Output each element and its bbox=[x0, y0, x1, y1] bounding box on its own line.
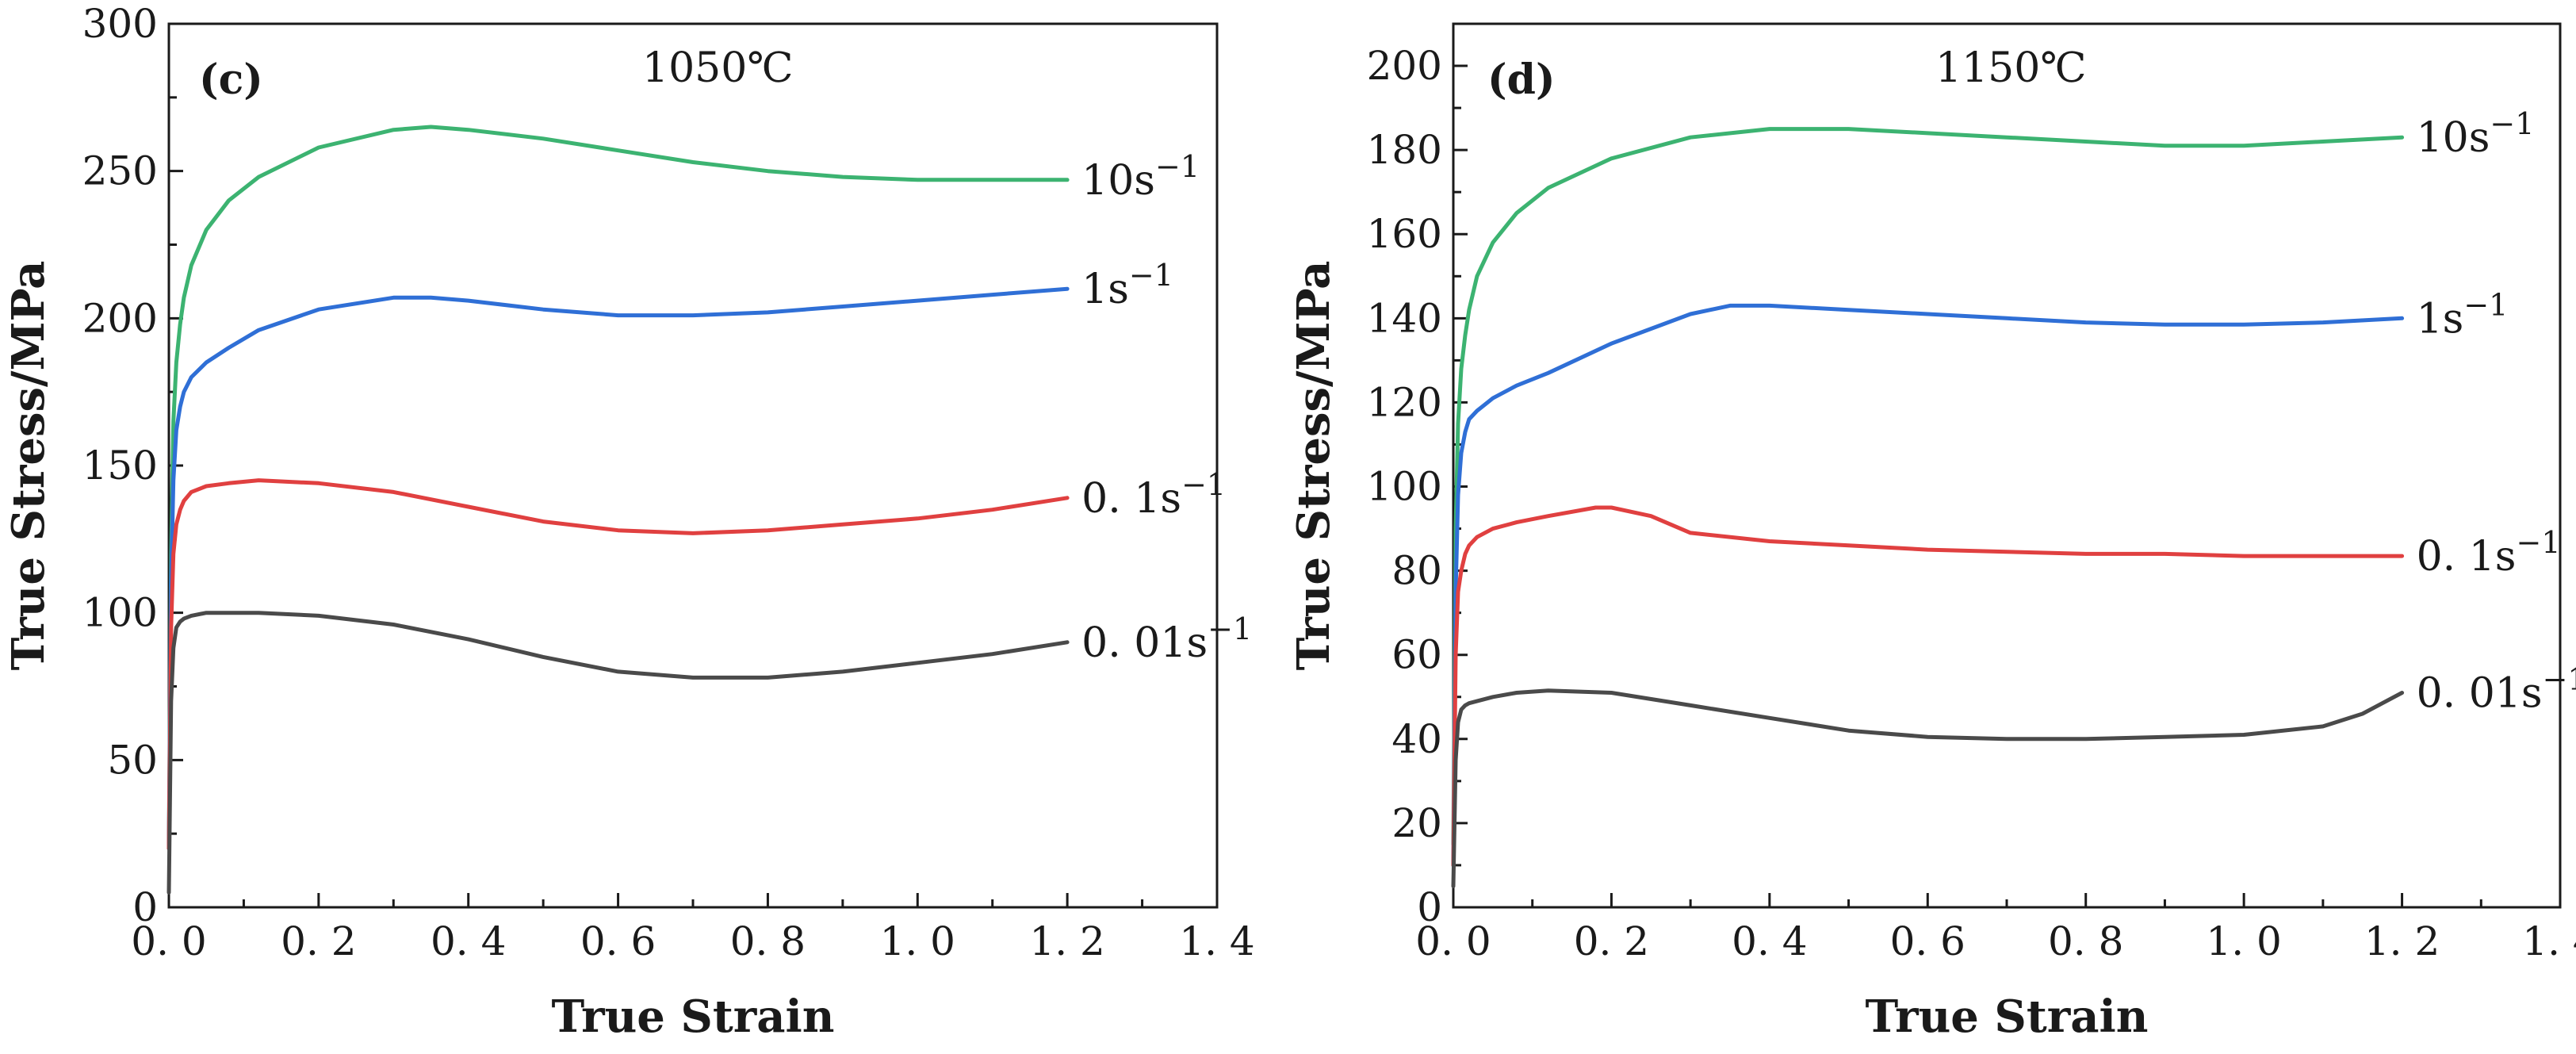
y-tick-label: 250 bbox=[82, 148, 158, 194]
series-label: 1s−1 bbox=[2417, 287, 2509, 343]
y-axis: 0 50 100 150 200 250 300 bbox=[82, 1, 183, 930]
y-tick-label: 0 bbox=[132, 884, 158, 930]
x-axis: 0. 0 0. 2 0. 4 0. 6 0. 8 1. 0 1. 2 1. 4 bbox=[1415, 893, 2576, 964]
y-tick-label: 60 bbox=[1391, 632, 1442, 678]
series-line-10s bbox=[167, 125, 1070, 851]
series-line-01s bbox=[1451, 505, 2405, 868]
plot-frame bbox=[167, 22, 1219, 909]
y-tick-label: 100 bbox=[1367, 464, 1442, 510]
y-tick-label: 300 bbox=[82, 1, 158, 47]
series-label: 1s−1 bbox=[1081, 258, 1173, 313]
x-tick-label: 1. 2 bbox=[1029, 918, 1104, 964]
y-tick-label: 20 bbox=[1391, 800, 1442, 846]
series-label: 0. 01s−1 bbox=[2417, 661, 2576, 717]
x-tick-label: 0. 0 bbox=[131, 918, 206, 964]
x-tick-label: 1. 4 bbox=[2522, 918, 2576, 964]
x-tick-label: 0. 0 bbox=[1415, 918, 1491, 964]
x-tick-label: 0. 8 bbox=[2048, 918, 2123, 964]
y-tick-label: 160 bbox=[1367, 211, 1442, 257]
x-tick-label: 1. 0 bbox=[880, 918, 955, 964]
series-line-1s bbox=[167, 286, 1070, 851]
x-axis-label: True Strain bbox=[1865, 991, 2148, 1043]
y-tick-label: 80 bbox=[1391, 548, 1442, 594]
series-label: 0. 01s−1 bbox=[1081, 611, 1252, 667]
panel-tag: (d) bbox=[1487, 56, 1556, 104]
x-tick-label: 0. 4 bbox=[1732, 918, 1807, 964]
x-axis: 0. 0 0. 2 0. 4 0. 6 0. 8 1. 0 1. 2 1. 4 bbox=[131, 893, 1255, 964]
x-tick-label: 1. 4 bbox=[1179, 918, 1254, 964]
y-tick-label: 0 bbox=[1417, 884, 1442, 930]
x-tick-label: 0. 2 bbox=[1574, 918, 1649, 964]
series-label: 0. 1s−1 bbox=[1081, 467, 1226, 523]
y-tick-label: 100 bbox=[82, 590, 158, 636]
y-tick-label: 40 bbox=[1391, 716, 1442, 762]
chart-title: 1050℃ bbox=[642, 44, 794, 92]
y-tick-label: 140 bbox=[1367, 295, 1442, 341]
y-axis-label: True Stress/MPa bbox=[1288, 261, 1340, 671]
y-tick-label: 120 bbox=[1367, 379, 1442, 425]
x-tick-label: 1. 2 bbox=[2364, 918, 2440, 964]
panel-tag: (c) bbox=[199, 56, 263, 104]
y-tick-label: 180 bbox=[1367, 127, 1442, 173]
y-axis-label: True Stress/MPa bbox=[2, 261, 55, 671]
series-label: 10s−1 bbox=[2417, 106, 2535, 162]
chart-panel-d: 0 20 40 60 80 100 120 140 160 180 200 0. 0 0. 2 0. 4… bbox=[1288, 22, 2576, 1043]
x-tick-label: 0. 6 bbox=[1890, 918, 1965, 964]
series-line-001s bbox=[1451, 688, 2405, 888]
y-tick-label: 150 bbox=[82, 443, 158, 489]
series-line-001s bbox=[167, 611, 1070, 895]
series-group: 10s−1 1s−1 0. 1s−1 0. 01s−1 bbox=[167, 125, 1252, 895]
y-axis: 0 20 40 60 80 100 120 140 160 180 200 bbox=[1367, 43, 1468, 930]
series-label: 0. 1s−1 bbox=[2417, 525, 2561, 581]
series-line-01s bbox=[167, 478, 1070, 851]
x-tick-label: 0. 4 bbox=[431, 918, 506, 964]
series-label: 10s−1 bbox=[1081, 149, 1200, 205]
x-axis-label: True Strain bbox=[551, 991, 834, 1043]
series-line-10s bbox=[1451, 127, 2405, 846]
chart-title: 1150℃ bbox=[1935, 44, 2087, 92]
x-tick-label: 0. 6 bbox=[580, 918, 656, 964]
x-tick-label: 0. 8 bbox=[730, 918, 806, 964]
series-group: 10s−1 1s−1 0. 1s−1 0. 01s−1 bbox=[1451, 106, 2576, 888]
y-tick-label: 50 bbox=[107, 737, 158, 783]
y-tick-label: 200 bbox=[1367, 43, 1442, 89]
series-line-1s bbox=[1451, 303, 2405, 868]
x-tick-label: 0. 2 bbox=[281, 918, 356, 964]
chart-panel-c: 0 50 100 150 200 250 300 0. 0 0. 2 0. 4 0. 6 0. 8 1… bbox=[2, 1, 1255, 1043]
x-tick-label: 1. 0 bbox=[2206, 918, 2281, 964]
y-tick-label: 200 bbox=[82, 295, 158, 341]
